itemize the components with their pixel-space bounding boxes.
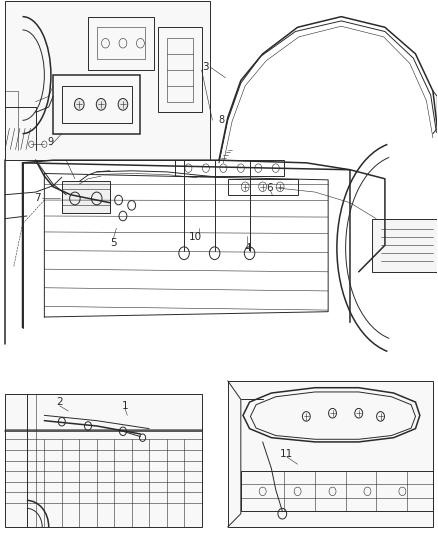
Text: 3: 3 (203, 62, 209, 72)
Text: 9: 9 (48, 136, 54, 147)
Circle shape (118, 99, 128, 110)
Text: 6: 6 (266, 183, 272, 193)
Text: 5: 5 (110, 238, 117, 247)
Circle shape (74, 99, 84, 110)
Text: 10: 10 (188, 232, 201, 243)
Text: 7: 7 (35, 193, 41, 204)
Text: 2: 2 (57, 397, 63, 407)
Polygon shape (62, 181, 110, 213)
Polygon shape (5, 394, 201, 527)
Circle shape (96, 99, 106, 110)
Polygon shape (372, 219, 437, 272)
Text: 4: 4 (244, 243, 251, 253)
Text: 11: 11 (280, 449, 293, 458)
Polygon shape (5, 1, 210, 160)
Polygon shape (228, 381, 433, 527)
Text: 1: 1 (122, 401, 128, 411)
Text: 8: 8 (218, 115, 224, 125)
